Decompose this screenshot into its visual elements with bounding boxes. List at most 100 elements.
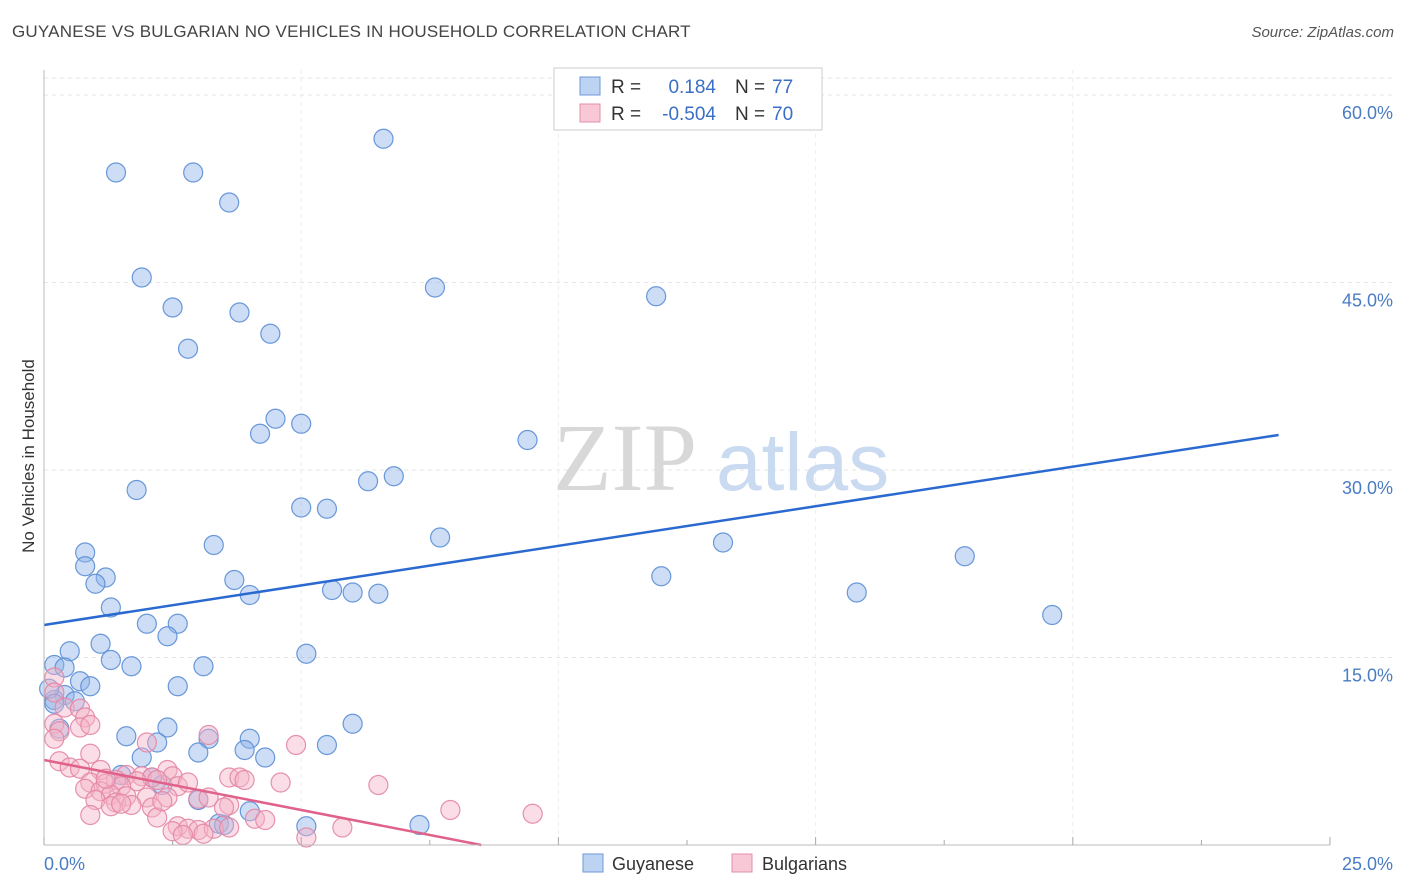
bulgarians-point	[80, 804, 101, 826]
y-tick-label: 60.0%	[1342, 103, 1393, 123]
guyanese-point	[80, 676, 101, 697]
bulgarians-point	[172, 824, 193, 846]
guyanese-point	[316, 498, 338, 519]
guyanese-point	[121, 656, 142, 677]
bottom-legend-bulgarians: Bulgarians	[762, 854, 847, 874]
guyanese-point	[59, 641, 80, 662]
bulgarians-point	[54, 697, 75, 718]
guyanese-point	[116, 726, 137, 747]
legend-n-value-guyanese: 77	[772, 77, 793, 98]
bulgarians-point	[44, 728, 65, 749]
bulgarians-point	[44, 682, 65, 703]
bulgarians-point	[147, 807, 168, 828]
guyanese-point	[234, 739, 255, 761]
guyanese-point	[846, 582, 867, 603]
bulgarians-point	[121, 794, 142, 816]
legend-swatch-bulgarians	[579, 103, 601, 123]
legend-n-label: N =	[735, 77, 765, 98]
source-label: Source: ZipAtlas.com	[1251, 24, 1394, 41]
bulgarians-point	[229, 767, 250, 788]
guyanese-point	[219, 192, 240, 213]
guyanese-point	[131, 267, 152, 288]
bulgarians-point	[141, 797, 163, 818]
guyanese-point	[75, 556, 96, 577]
bulgarians-point	[244, 808, 266, 829]
bottom-legend-swatch-guyanese	[582, 853, 604, 873]
guyanese-point	[373, 128, 394, 149]
guyanese-point	[147, 732, 168, 753]
bulgarians-point	[255, 809, 276, 831]
legend-r-value-guyanese: 0.184	[668, 77, 716, 98]
legend-r-label: R =	[611, 77, 641, 98]
x-tick-label: 25.0%	[1342, 854, 1393, 874]
bulgarians-point	[440, 799, 461, 821]
watermark: ZIP atlas	[553, 404, 889, 511]
guyanese-point	[651, 566, 672, 587]
guyanese-point	[224, 569, 245, 591]
guyanese-point	[383, 466, 404, 487]
bottom-legend-guyanese: Guyanese	[612, 854, 694, 874]
guyanese-point	[157, 626, 178, 647]
guyanese-point	[712, 532, 734, 553]
guyanese-point	[342, 713, 363, 734]
bulgarians-point	[75, 778, 96, 799]
guyanese-point	[183, 162, 204, 183]
guyanese-point	[296, 816, 317, 837]
guyanese-point	[260, 323, 281, 344]
guyanese-point	[100, 649, 121, 671]
guyanese-trend-line	[43, 433, 1279, 627]
y-tick-label: 30.0%	[1342, 478, 1393, 498]
guyanese-point	[291, 413, 312, 434]
bulgarians-point	[80, 743, 101, 764]
guyanese-point	[291, 497, 312, 518]
guyanese-point	[316, 734, 338, 756]
bulgarians-point	[152, 791, 173, 812]
guyanese-point	[203, 534, 224, 556]
watermark-zip: ZIP	[553, 404, 697, 511]
guyanese-point	[368, 583, 389, 604]
guyanese-point	[85, 573, 106, 594]
guyanese-point	[249, 423, 271, 444]
guyanese-point	[95, 567, 116, 588]
bulgarians-point	[219, 767, 240, 788]
guyanese-point	[646, 286, 667, 307]
bulgarians-point	[234, 769, 255, 791]
y-tick-label: 15.0%	[1342, 666, 1393, 686]
guyanese-point	[193, 656, 214, 677]
legend-n-value-bulgarians: 70	[772, 104, 793, 125]
guyanese-point	[954, 546, 975, 567]
legend-box: R = 0.184 N = 77 R = -0.504 N = 70	[553, 67, 823, 131]
guyanese-point	[157, 717, 178, 738]
legend-r-value-bulgarians: -0.504	[662, 104, 716, 125]
y-tick-labels: 15.0% 30.0% 45.0% 60.0%	[1342, 103, 1393, 686]
guyanese-point	[424, 277, 446, 298]
guyanese-point	[188, 742, 209, 763]
bottom-legend: Guyanese Bulgarians	[582, 853, 847, 874]
guyanese-point	[69, 671, 91, 692]
chart-title: GUYANESE VS BULGARIAN NO VEHICLES IN HOU…	[12, 22, 691, 41]
guyanese-point	[1042, 604, 1063, 626]
trend-lines	[43, 433, 1279, 847]
guyanese-point	[265, 408, 286, 429]
guyanese-point	[239, 728, 260, 749]
bulgarians-trend-line	[43, 758, 482, 847]
guyanese-point	[126, 479, 147, 501]
bulgarians-point	[203, 818, 224, 839]
data-points	[39, 128, 1063, 848]
legend-r-label: R =	[611, 104, 641, 125]
y-tick-label: 45.0%	[1342, 291, 1393, 311]
guyanese-point	[136, 613, 157, 634]
watermark-atlas: atlas	[716, 417, 889, 508]
bulgarians-point	[213, 797, 235, 818]
guyanese-point	[167, 676, 188, 697]
guyanese-point	[517, 429, 538, 451]
bulgarians-point	[85, 789, 106, 811]
bulgarians-point	[80, 714, 101, 736]
guyanese-point	[409, 814, 430, 836]
guyanese-point	[357, 471, 379, 492]
guyanese-point	[105, 162, 127, 183]
legend-n-label: N =	[735, 104, 765, 125]
guyanese-point	[162, 297, 183, 318]
gridlines	[44, 70, 1392, 845]
